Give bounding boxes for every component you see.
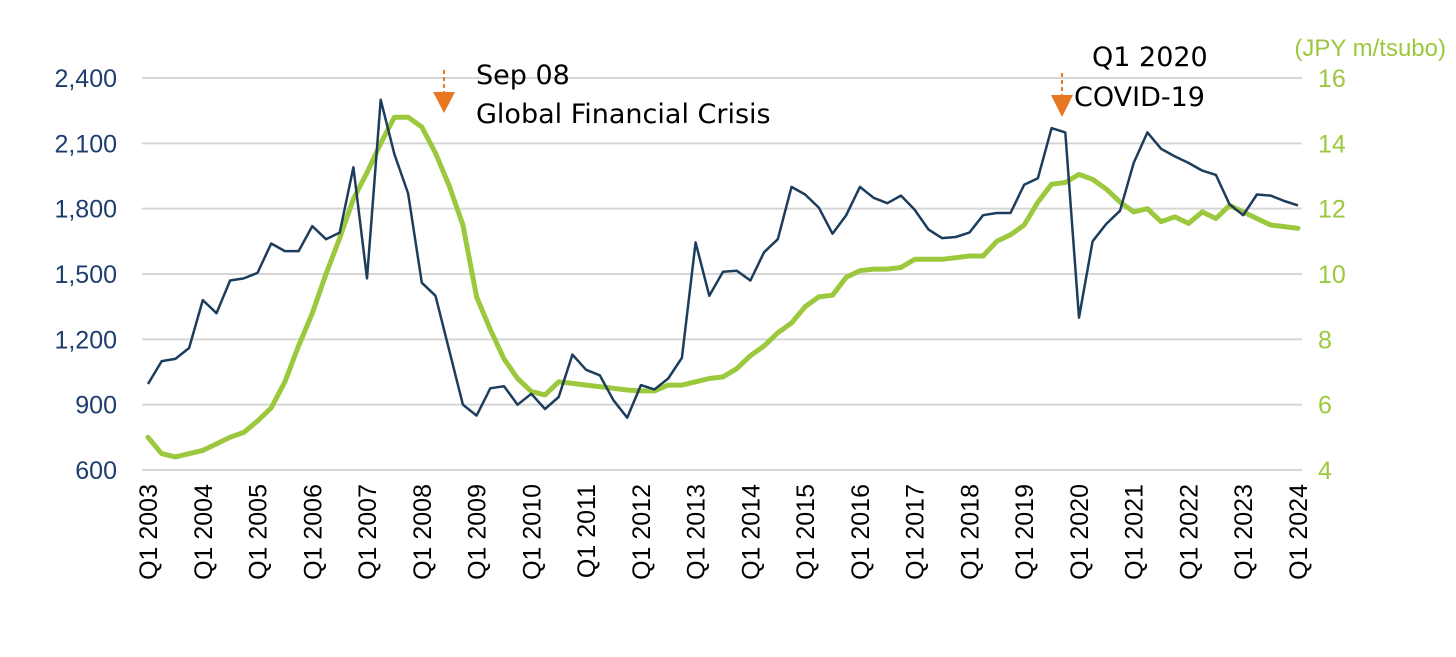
right-y-tick-label: 12 xyxy=(1318,196,1346,224)
series-lines xyxy=(145,98,1301,460)
x-tick-label: Q1 2018 xyxy=(956,484,984,580)
x-tick-label: Q1 2021 xyxy=(1121,484,1149,580)
right-y-tick-label: 4 xyxy=(1318,457,1332,485)
x-tick-label: Q1 2023 xyxy=(1230,484,1258,580)
x-tick-label: Q1 2014 xyxy=(737,484,765,580)
left-y-tick-label: 1,200 xyxy=(54,326,117,354)
x-tick-label: Q1 2011 xyxy=(573,484,601,578)
series-line-right-axis xyxy=(145,114,1301,460)
x-axis: Q1 2003 Q1 2004 Q1 2005 Q1 2006 Q1 2007 Q1 20… xyxy=(135,484,1313,580)
left-y-tick-label: 1,500 xyxy=(54,261,117,289)
right-axis-unit-label: (JPY m/tsubo) xyxy=(1294,35,1446,62)
left-y-tick-label: 600 xyxy=(75,457,117,485)
x-tick-label: Q1 2008 xyxy=(409,484,437,580)
left-y-tick-label: 2,400 xyxy=(54,65,117,93)
x-tick-label: Q1 2013 xyxy=(683,484,711,580)
left-y-tick-label: 900 xyxy=(75,392,117,420)
x-tick-label: Q1 2007 xyxy=(354,484,382,580)
arrow-marker xyxy=(433,92,456,113)
x-tick-label: Q1 2015 xyxy=(792,484,820,580)
series-line-left-axis xyxy=(146,98,1299,419)
x-tick-label: Q1 2016 xyxy=(847,484,875,580)
grid-lines xyxy=(142,77,1302,471)
annotation-date: Q1 2020 xyxy=(1092,42,1208,73)
x-tick-label: Q1 2010 xyxy=(518,484,546,580)
x-tick-label: Q1 2012 xyxy=(628,484,656,580)
x-tick-label: Q1 2020 xyxy=(1066,484,1094,580)
annotation-label: COVID-19 xyxy=(1074,82,1205,113)
x-tick-label: Q1 2004 xyxy=(190,484,218,580)
right-y-tick-label: 8 xyxy=(1318,326,1332,354)
x-tick-label: Q1 2019 xyxy=(1011,484,1039,580)
x-tick-label: Q1 2003 xyxy=(135,484,163,580)
left-y-tick-label: 1,800 xyxy=(54,196,117,224)
arrow-marker xyxy=(1051,95,1073,117)
annotation-label: Global Financial Crisis xyxy=(476,99,771,130)
right-y-tick-label: 14 xyxy=(1318,130,1346,158)
x-tick-label: Q1 2006 xyxy=(299,484,327,580)
x-tick-label: Q1 2022 xyxy=(1175,484,1203,580)
x-tick-label: Q1 2024 xyxy=(1285,484,1313,580)
annotations: Sep 08 Global Financial Crisis Q1 2020 COVI… xyxy=(433,42,1208,130)
x-tick-label: Q1 2005 xyxy=(245,484,273,580)
right-y-tick-label: 6 xyxy=(1318,392,1332,420)
x-tick-label: Q1 2017 xyxy=(902,484,930,580)
left-y-axis: 600 900 1,200 1,500 1,800 2,100 2,400 xyxy=(54,65,117,485)
right-y-tick-label: 16 xyxy=(1318,65,1346,93)
right-y-tick-label: 10 xyxy=(1318,261,1346,289)
annotation-date: Sep 08 xyxy=(476,60,570,91)
x-tick-label: Q1 2009 xyxy=(464,484,492,580)
right-y-axis: 4 6 8 10 12 14 16 xyxy=(1318,65,1346,485)
left-y-tick-label: 2,100 xyxy=(54,130,117,158)
